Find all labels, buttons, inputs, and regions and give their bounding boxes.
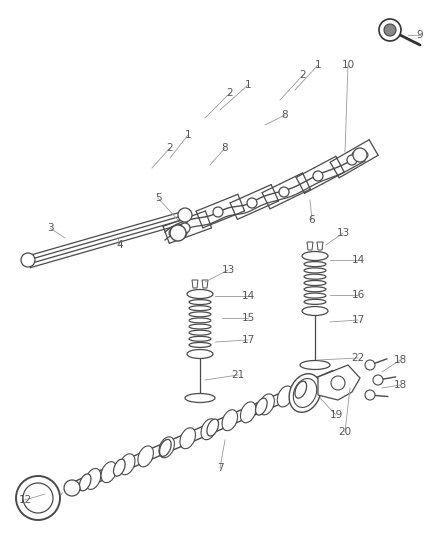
Ellipse shape [255,398,267,415]
Text: 13: 13 [221,265,235,275]
Polygon shape [317,242,323,250]
Circle shape [384,24,396,36]
Text: 19: 19 [329,410,343,420]
Polygon shape [307,242,313,250]
Circle shape [170,225,186,241]
Polygon shape [202,280,208,288]
Text: 2: 2 [300,70,306,80]
Ellipse shape [240,402,256,423]
Text: 18: 18 [393,355,406,365]
Ellipse shape [85,469,101,489]
Text: 9: 9 [417,30,423,40]
Ellipse shape [289,374,321,413]
Text: 5: 5 [155,193,161,203]
Text: 22: 22 [351,353,364,363]
Circle shape [64,480,80,496]
Ellipse shape [187,350,213,359]
Circle shape [347,155,357,165]
Text: 13: 13 [336,228,350,238]
Ellipse shape [169,227,187,239]
Circle shape [247,198,257,208]
Ellipse shape [113,459,125,476]
Circle shape [180,223,190,233]
Circle shape [373,375,383,385]
Text: 21: 21 [231,370,245,380]
Polygon shape [192,280,198,288]
Ellipse shape [295,381,307,398]
Ellipse shape [207,419,219,436]
Text: 12: 12 [18,495,32,505]
Ellipse shape [277,386,293,407]
Text: 14: 14 [241,291,254,301]
Circle shape [21,253,35,267]
Ellipse shape [300,360,330,369]
Circle shape [365,360,375,370]
Text: 20: 20 [339,427,352,437]
Polygon shape [318,365,360,400]
Ellipse shape [180,428,195,449]
Circle shape [331,376,345,390]
Circle shape [279,187,289,197]
Text: 2: 2 [167,143,173,153]
Text: 14: 14 [351,255,364,265]
Ellipse shape [222,410,237,431]
Text: 8: 8 [282,110,288,120]
Circle shape [16,476,60,520]
Text: 6: 6 [309,215,315,225]
Text: 8: 8 [222,143,228,153]
Circle shape [379,19,401,41]
Circle shape [353,148,367,162]
Circle shape [313,171,323,181]
Text: 18: 18 [393,380,406,390]
Text: 1: 1 [185,130,191,140]
Ellipse shape [79,474,91,491]
Circle shape [178,208,192,222]
Ellipse shape [293,378,317,407]
Text: 1: 1 [245,80,251,90]
Text: 17: 17 [351,315,364,325]
Text: 4: 4 [117,240,124,250]
Ellipse shape [302,252,328,261]
Ellipse shape [101,462,117,483]
Text: 2: 2 [227,88,233,98]
Text: 17: 17 [241,335,254,345]
Text: 16: 16 [351,290,364,300]
Ellipse shape [138,446,153,467]
Ellipse shape [259,394,274,415]
Ellipse shape [159,437,174,458]
Text: 3: 3 [47,223,53,233]
Ellipse shape [120,454,135,475]
Text: 10: 10 [342,60,355,70]
Text: 7: 7 [217,463,223,473]
Ellipse shape [185,393,215,402]
Ellipse shape [302,306,328,316]
Ellipse shape [352,150,368,160]
Circle shape [213,207,223,217]
Ellipse shape [159,439,171,456]
Ellipse shape [201,419,216,440]
Text: 1: 1 [314,60,321,70]
Text: 15: 15 [241,313,254,323]
Circle shape [365,390,375,400]
Circle shape [23,483,53,513]
Ellipse shape [187,289,213,298]
